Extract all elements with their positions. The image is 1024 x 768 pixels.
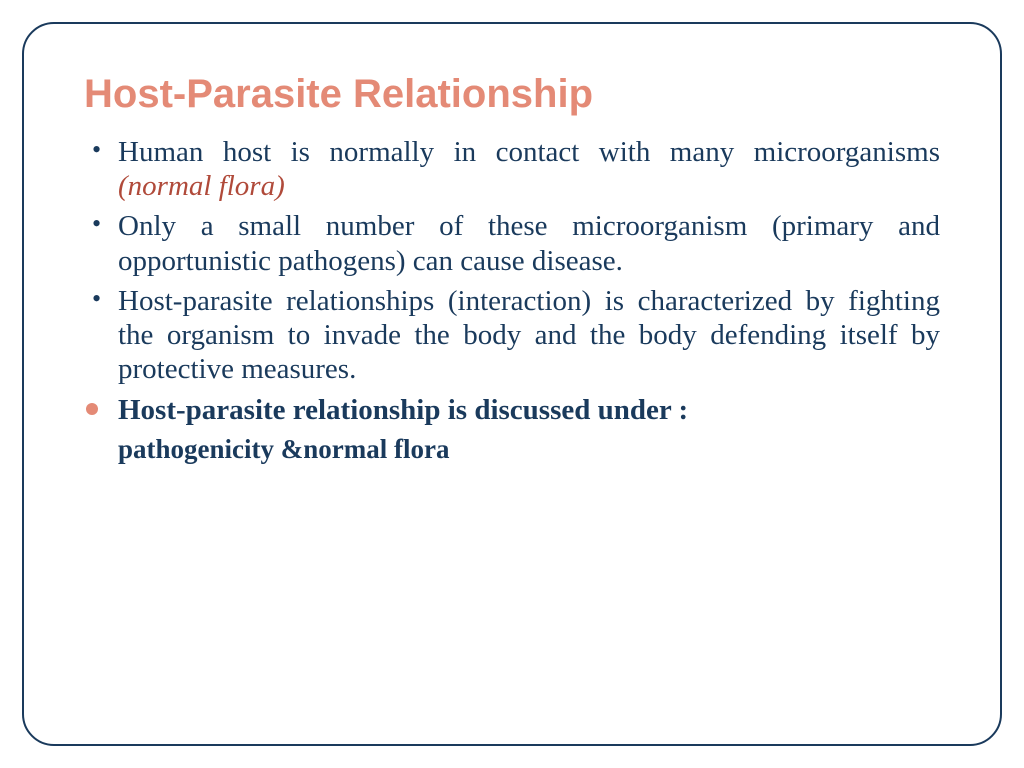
list-item: Human host is normally in contact with m… [84, 135, 940, 203]
slide-title: Host-Parasite Relationship [84, 72, 940, 117]
list-item: Host-parasite relationship is discussed … [84, 393, 940, 427]
text-segment: Human host is normally in contact with m… [118, 136, 940, 168]
sub-line: pathogenicity &normal flora [84, 433, 940, 467]
slide: Host-Parasite Relationship Human host is… [0, 0, 1024, 768]
text-segment-bold: Host-parasite relationship is discussed … [118, 394, 688, 426]
text-segment: Host-parasite relationships (interaction… [118, 285, 940, 385]
text-segment: Only a small number of these microorgani… [118, 210, 940, 276]
list-item: Only a small number of these microorgani… [84, 209, 940, 277]
bullet-list: Human host is normally in contact with m… [84, 135, 940, 427]
text-segment-accent: (normal flora) [118, 170, 285, 202]
list-item: Host-parasite relationships (interaction… [84, 284, 940, 387]
slide-frame: Host-Parasite Relationship Human host is… [22, 22, 1002, 746]
